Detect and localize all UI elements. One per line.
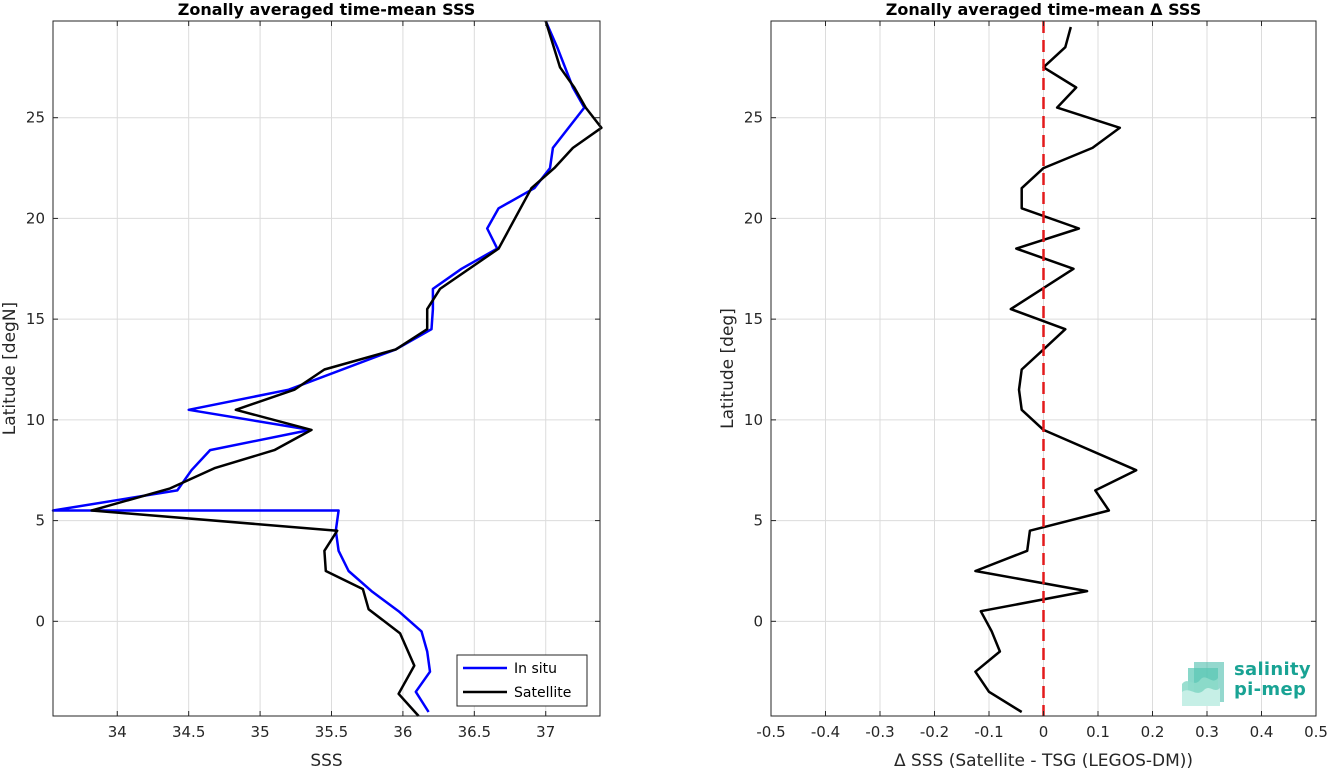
left-y-axis-label: Latitude [degN]: [0, 302, 20, 435]
right-y-ticks: 0 5 10 15 20 25: [744, 109, 1316, 630]
y-tick-label: 20: [744, 209, 763, 227]
x-tick-label: 35.5: [315, 723, 348, 741]
left-series-group: [51, 20, 603, 717]
x-tick-label: 0.5: [1304, 723, 1328, 741]
right-x-axis-label: Δ SSS (Satellite - TSG (LEGOS-DM)): [894, 751, 1193, 769]
x-tick-label: 0.2: [1141, 723, 1165, 741]
y-tick-label: 15: [744, 310, 763, 328]
x-tick-label: -0.5: [756, 723, 785, 741]
x-tick-label: 0.3: [1195, 723, 1219, 741]
wave-icon: [1182, 662, 1224, 706]
x-tick-label: 35: [251, 723, 270, 741]
x-tick-label: 0.4: [1250, 723, 1274, 741]
legend-label-satellite: Satellite: [514, 685, 571, 701]
legend-label-in-situ: In situ: [514, 661, 557, 677]
right-axes: -0.5 -0.4 -0.3 -0.2 -0.1 0 0.1 0.2 0.3 0.4 0.5 0 5 1…: [718, 0, 1328, 769]
x-tick-label: -0.1: [974, 723, 1003, 741]
series-line-1-0: [974, 26, 1138, 714]
left-axes: 34 34.5 35 35.5 36 36.5 37 0 5 10 15 20 25 Zonally …: [0, 0, 603, 769]
y-tick-label: 10: [26, 411, 45, 429]
y-tick-label: 25: [744, 109, 763, 127]
x-tick-label: -0.2: [920, 723, 949, 741]
x-tick-label: 0: [1039, 723, 1049, 741]
x-tick-label: 0.1: [1086, 723, 1110, 741]
y-tick-label: 0: [753, 612, 763, 630]
right-chart-title: Zonally averaged time-mean Δ SSS: [886, 0, 1202, 19]
y-tick-label: 25: [26, 109, 45, 127]
left-x-axis-label: SSS: [310, 751, 342, 769]
logo-word-salinity: salinity: [1234, 659, 1311, 680]
y-tick-label: 5: [753, 512, 763, 530]
series-line-in-situ: [51, 20, 586, 713]
y-tick-label: 20: [26, 209, 45, 227]
x-tick-label: 36.5: [458, 723, 491, 741]
legend: In situ Satellite: [456, 654, 588, 707]
x-tick-label: 34.5: [172, 723, 205, 741]
legend-box: [456, 654, 588, 707]
x-tick-label: 36: [393, 723, 412, 741]
y-tick-label: 10: [744, 411, 763, 429]
right-series-group: [974, 26, 1138, 714]
right-y-axis-label: Latitude [deg]: [718, 308, 738, 429]
left-grid: [53, 21, 600, 716]
salinity-pi-mep-logo: salinity pi-mep: [1180, 658, 1311, 708]
left-chart-title: Zonally averaged time-mean SSS: [178, 0, 476, 19]
x-tick-label: -0.4: [811, 723, 840, 741]
left-axes-frame: [52, 20, 601, 717]
y-tick-label: 5: [35, 512, 45, 530]
x-tick-label: -0.3: [865, 723, 894, 741]
left-x-ticks: 34 34.5 35 35.5 36 36.5 37: [108, 21, 555, 741]
x-tick-label: 34: [108, 723, 127, 741]
x-tick-label: 37: [536, 723, 555, 741]
y-tick-label: 15: [26, 310, 45, 328]
series-line-satellite: [90, 20, 603, 717]
logo-word-pi-mep: pi-mep: [1234, 679, 1307, 700]
y-tick-label: 0: [35, 612, 45, 630]
left-y-ticks: 0 5 10 15 20 25: [26, 109, 600, 630]
right-x-ticks: -0.5 -0.4 -0.3 -0.2 -0.1 0 0.1 0.2 0.3 0.4 0.5: [756, 21, 1328, 741]
